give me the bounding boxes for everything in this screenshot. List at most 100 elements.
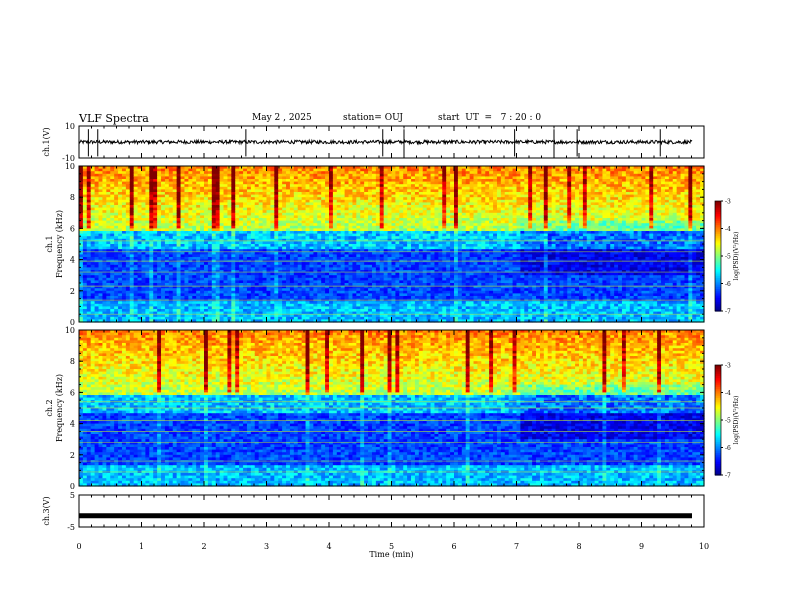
spectrogram-cell (90, 288, 96, 292)
spectrogram-cell (196, 223, 201, 227)
spectrogram-cell (301, 225, 307, 229)
spectrogram-cell (79, 306, 84, 310)
spectrogram-cell (102, 223, 107, 227)
spectrogram-cell (246, 238, 252, 242)
spectrogram-cell (235, 228, 240, 232)
spectrogram-cell (239, 246, 244, 250)
spectrogram-cell (289, 314, 295, 318)
spectrogram-cell (196, 314, 201, 318)
spectrogram-cell (329, 241, 334, 245)
spectrogram-cell (110, 236, 115, 240)
spectrogram-cell (329, 257, 334, 261)
spectrogram-cell (309, 296, 314, 300)
spectrogram-cell (309, 231, 314, 235)
spectrogram-cell (219, 280, 225, 284)
spectrogram-cell (125, 296, 131, 300)
spectrogram-cell (301, 186, 307, 190)
spectrogram-cell (309, 176, 314, 180)
spectrogram-cell (204, 311, 209, 315)
spectrogram-cell (172, 168, 178, 172)
spectrogram-cell (204, 262, 209, 266)
spectrogram-cell (172, 212, 178, 216)
spectrogram-cell (286, 220, 291, 224)
spectrogram-cell (114, 173, 119, 177)
spectrogram-cell (215, 207, 221, 211)
spectrogram-cell (243, 223, 248, 227)
spectrogram-cell (82, 205, 88, 209)
spectrogram-cell (270, 223, 275, 227)
spectrogram-cell (180, 179, 186, 183)
spectrogram-cell (286, 283, 291, 287)
spectrogram-cell (106, 238, 111, 242)
spectrogram-cell (305, 210, 311, 214)
spectrogram-cell (270, 179, 275, 183)
spectrogram-cell (204, 249, 209, 253)
spectrogram-cell (110, 218, 115, 222)
spectrogram-cell (157, 194, 162, 198)
spectrogram-cell (266, 272, 272, 276)
spectrogram-cell (106, 202, 111, 206)
spectrogram-cell (98, 249, 104, 253)
spectrogram-cell (121, 166, 127, 170)
spectrogram-cell (258, 205, 264, 209)
spectrogram-cell (254, 311, 260, 315)
spectrogram-cell (106, 283, 111, 287)
spectrogram-cell (133, 210, 139, 214)
spectrogram-cell (211, 207, 217, 211)
spectrogram-cell (153, 218, 158, 222)
spectrogram-cell (293, 249, 299, 253)
spectrogram-cell (137, 316, 143, 320)
spectrogram-cell (141, 173, 147, 177)
spectrogram-cell (200, 184, 205, 188)
spectrogram-cell (325, 244, 330, 248)
spectrogram-cell (102, 197, 107, 201)
spectrogram-cell (289, 189, 295, 193)
spectrogram-cell (254, 314, 260, 318)
spectrogram-cell (243, 254, 248, 258)
spectrogram-cell (289, 199, 295, 203)
spectrogram-cell (219, 233, 225, 237)
spectrogram-cell (317, 223, 322, 227)
spectrogram-cell (289, 301, 295, 305)
spectrogram-cell (114, 179, 119, 183)
spectrogram-cell (286, 246, 291, 250)
spectrogram-cell (106, 176, 111, 180)
spectrogram-cell (149, 290, 154, 294)
spectrogram-cell (106, 280, 111, 284)
spectrogram-cell (114, 306, 119, 310)
spectrogram-cell (305, 194, 311, 198)
spectrogram-cell (231, 233, 236, 237)
spectrogram-cell (121, 319, 127, 323)
spectrogram-cell (149, 202, 154, 206)
spectrogram-cell (207, 179, 213, 183)
spectrogram-cell (293, 283, 299, 287)
spectrogram-cell (266, 197, 272, 201)
spectrogram-cell (90, 306, 96, 310)
spectrogram-cell (325, 199, 330, 203)
spectrogram-cell (98, 301, 104, 305)
spectrogram-cell (243, 186, 248, 190)
spectrogram-cell (137, 210, 143, 214)
spectrogram-cell (133, 225, 139, 229)
spectrogram-cell (129, 275, 135, 279)
spectrogram-cell (231, 238, 236, 242)
spectrogram-cell (309, 267, 314, 271)
spectrogram-cell (223, 290, 229, 294)
spectrogram-cell (262, 257, 268, 261)
spectrogram-cell (157, 288, 162, 292)
spectrogram-cell (215, 280, 221, 284)
spectrogram-cell (192, 168, 197, 172)
spectrogram-cell (110, 316, 115, 320)
spectrogram-cell (145, 176, 150, 180)
spectrogram-cell (176, 207, 182, 211)
spectrogram-cell (200, 272, 205, 276)
spectrogram-cell (227, 296, 232, 300)
spectrogram-cell (79, 267, 84, 271)
spectrogram-cell (98, 311, 104, 315)
spectrogram-cell (106, 225, 111, 229)
spectrogram-cell (231, 176, 236, 180)
spectrogram-cell (149, 168, 154, 172)
spectrogram-cell (215, 275, 221, 279)
spectrogram-cell (293, 184, 299, 188)
spectrogram-cell (282, 251, 287, 255)
